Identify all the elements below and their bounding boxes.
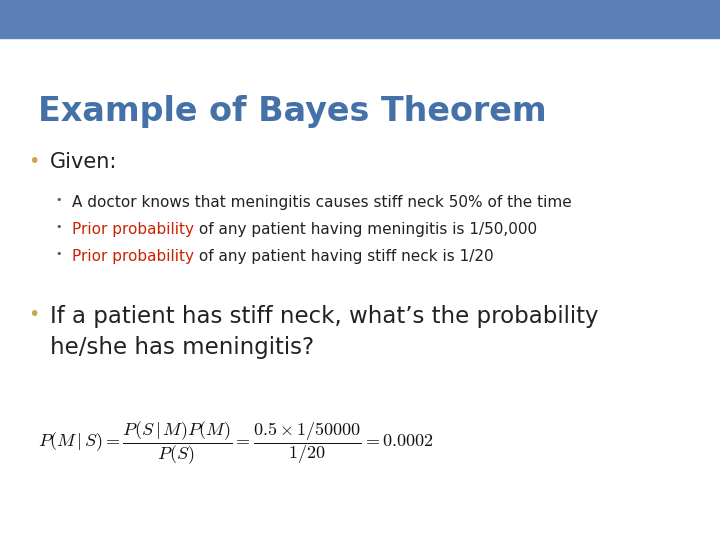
Text: of any patient having meningitis is 1/50,000: of any patient having meningitis is 1/50… — [194, 222, 537, 237]
Text: he/she has meningitis?: he/she has meningitis? — [50, 336, 314, 359]
Text: •: • — [55, 249, 61, 259]
Text: If a patient has stiff neck, what’s the probability: If a patient has stiff neck, what’s the … — [50, 305, 598, 328]
Bar — [0, 0, 720, 38]
Text: A doctor knows that meningitis causes stiff neck 50% of the time: A doctor knows that meningitis causes st… — [72, 195, 572, 210]
Text: Given:: Given: — [50, 152, 117, 172]
Text: Example of Bayes Theorem: Example of Bayes Theorem — [38, 95, 546, 128]
Text: $P(M\,|\,S) = \dfrac{P(S\,|\,M)P(M)}{P(S)} = \dfrac{0.5\times1/50000}{1/20} = 0.: $P(M\,|\,S) = \dfrac{P(S\,|\,M)P(M)}{P(S… — [38, 420, 433, 467]
Text: of any patient having stiff neck is 1/20: of any patient having stiff neck is 1/20 — [194, 249, 494, 264]
Text: Prior probability: Prior probability — [72, 222, 194, 237]
Text: Prior probability: Prior probability — [72, 249, 194, 264]
Text: •: • — [28, 305, 40, 324]
Text: •: • — [28, 152, 40, 171]
Text: •: • — [55, 195, 61, 205]
Text: •: • — [55, 222, 61, 232]
